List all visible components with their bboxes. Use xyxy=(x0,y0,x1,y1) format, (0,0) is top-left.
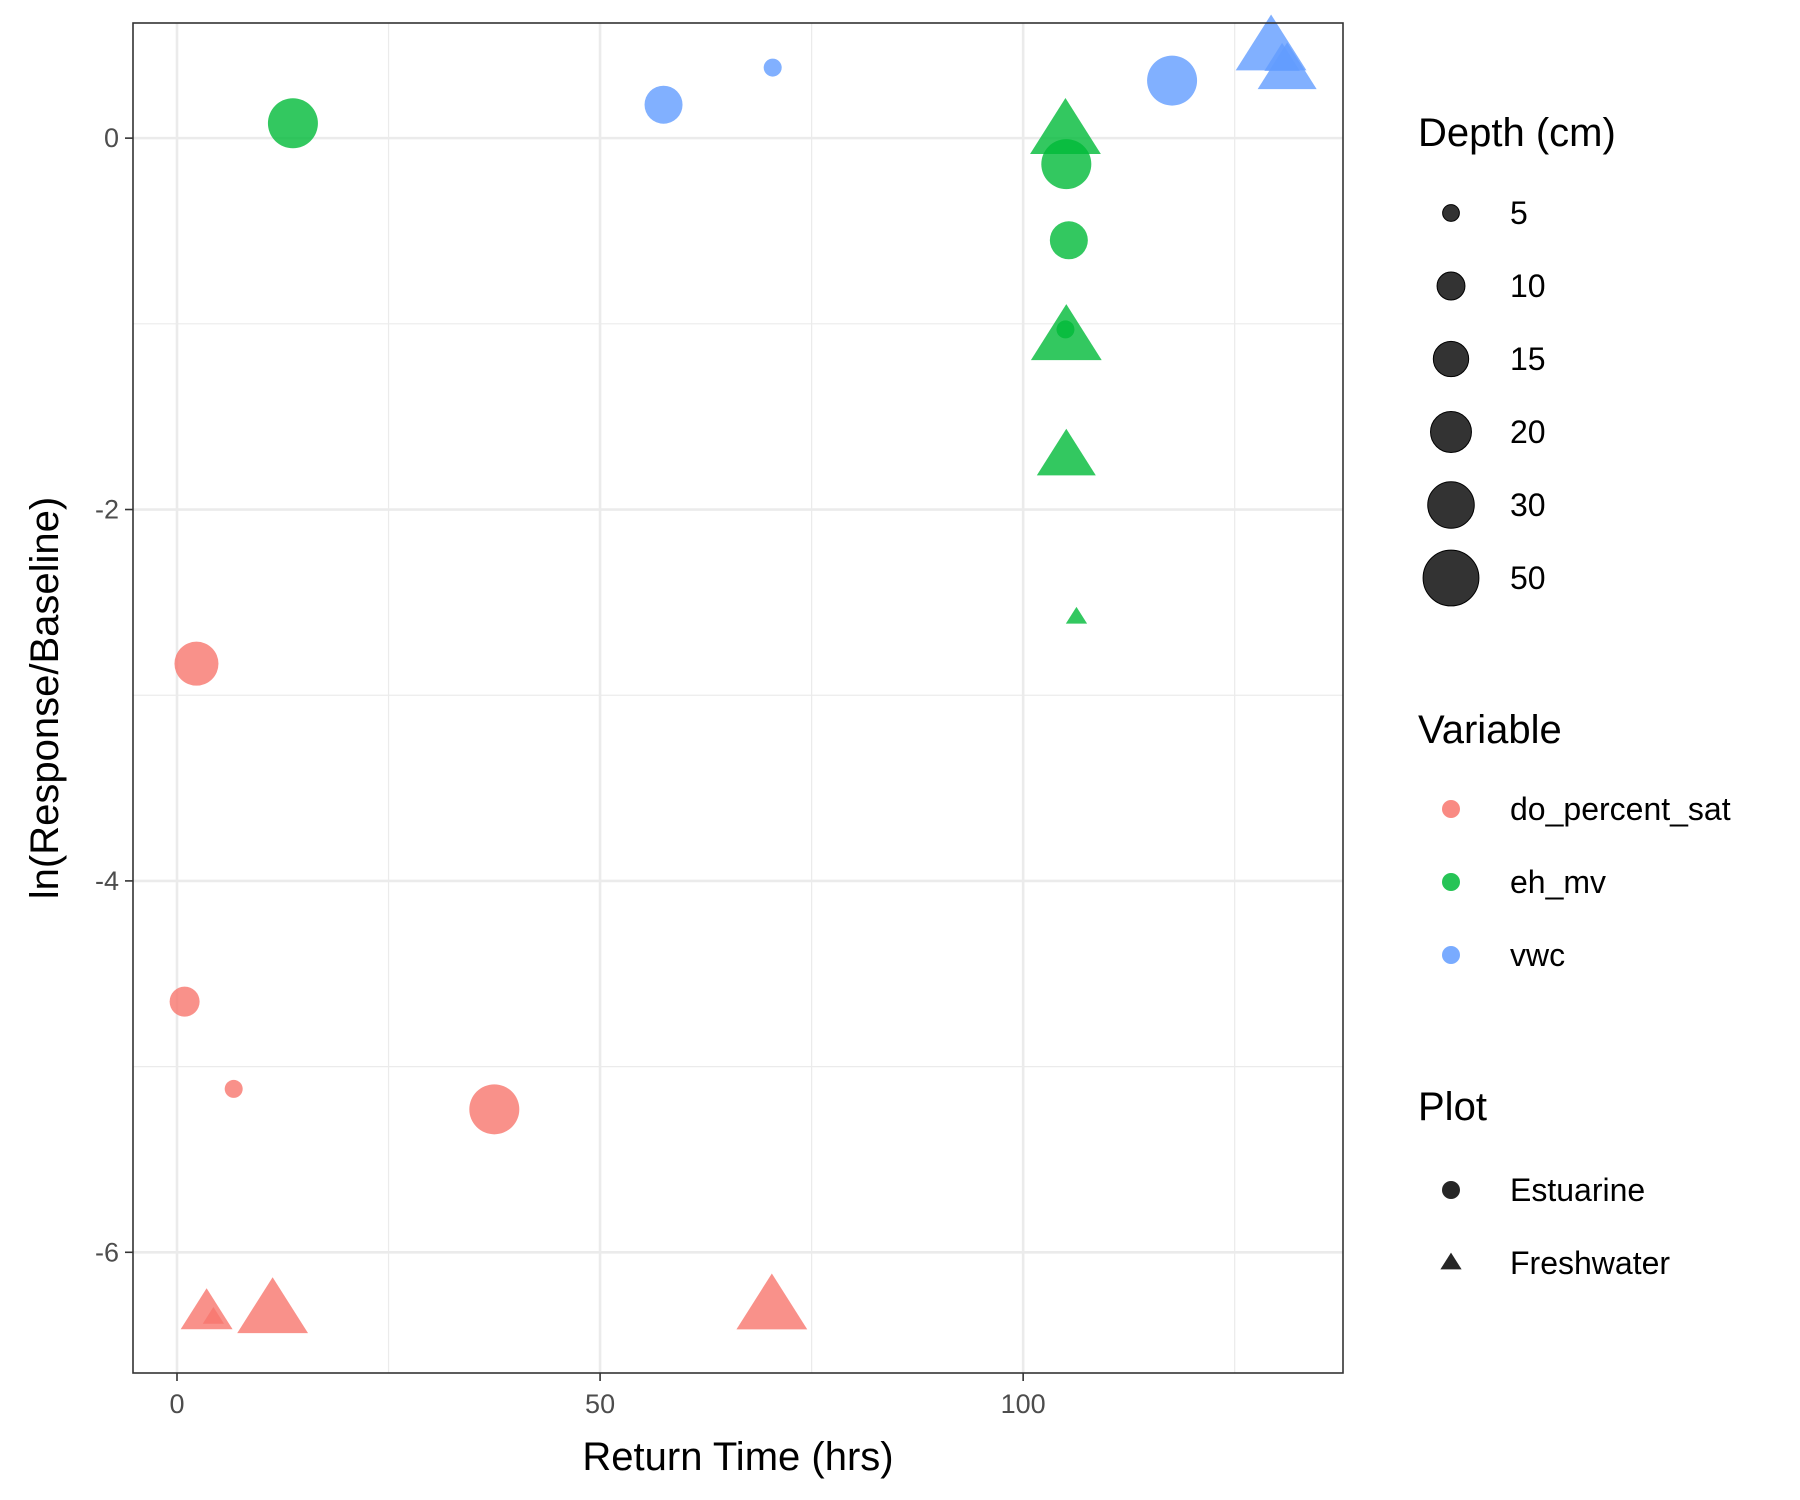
plot-panel-background xyxy=(133,23,1343,1373)
legend-depth-label: 10 xyxy=(1510,268,1546,304)
data-point-eh_mv-freshwater xyxy=(1030,98,1101,154)
legend-depth-label: 15 xyxy=(1510,341,1546,377)
x-axis-title: Return Time (hrs) xyxy=(582,1435,893,1479)
data-points xyxy=(169,14,1317,1334)
data-point-vwc-estuarine xyxy=(1147,55,1198,106)
legend-plot-label: Estuarine xyxy=(1510,1172,1645,1208)
legend-plot-title: Plot xyxy=(1418,1085,1487,1129)
legend: Depth (cm) 5 10 15 20 30 50 Variable do_percent_… xyxy=(1418,111,1731,1281)
legend-variable-key xyxy=(1442,946,1460,964)
data-point-do_percent_sat-estuarine xyxy=(174,641,219,686)
legend-plot-key xyxy=(1442,1181,1460,1199)
data-point-do_percent_sat-freshwater xyxy=(202,1306,225,1324)
legend-variable-label: do_percent_sat xyxy=(1510,791,1731,827)
x-tick-label: 0 xyxy=(169,1389,184,1419)
legend-variable-key xyxy=(1442,873,1460,891)
legend-depth-label: 5 xyxy=(1510,195,1528,231)
data-point-eh_mv-freshwater xyxy=(1036,428,1096,476)
legend-depth-key xyxy=(1427,481,1475,529)
legend-variable-label: vwc xyxy=(1510,937,1565,973)
legend-depth-label: 30 xyxy=(1510,487,1546,523)
legend-depth-key xyxy=(1442,204,1460,222)
x-axis: 0 50 100 xyxy=(169,1373,1046,1419)
y-tick-label: 0 xyxy=(104,123,119,153)
legend-depth-title: Depth (cm) xyxy=(1418,111,1616,155)
legend-depth-label: 50 xyxy=(1510,560,1546,596)
data-point-do_percent_sat-estuarine xyxy=(469,1084,520,1135)
legend-depth-label: 20 xyxy=(1510,414,1546,450)
data-point-do_percent_sat-freshwater xyxy=(736,1273,808,1330)
y-tick-label: -6 xyxy=(95,1237,119,1267)
legend-plot-label: Freshwater xyxy=(1510,1245,1670,1281)
y-tick-label: -2 xyxy=(95,495,119,525)
data-point-vwc-estuarine xyxy=(763,58,782,77)
legend-depth-key xyxy=(1422,549,1480,607)
data-point-eh_mv-estuarine xyxy=(1041,139,1092,190)
legend-variable-key xyxy=(1442,800,1460,818)
legend-depth-key xyxy=(1432,340,1470,378)
legend-variable-label: eh_mv xyxy=(1510,864,1606,900)
legend-depth-key xyxy=(1436,271,1466,301)
x-tick-label: 100 xyxy=(1001,1389,1046,1419)
minor-gridlines xyxy=(133,23,1343,1373)
data-point-do_percent_sat-estuarine xyxy=(169,986,200,1017)
data-point-vwc-freshwater xyxy=(1257,42,1317,90)
legend-variable-title: Variable xyxy=(1418,708,1562,752)
data-point-vwc-estuarine xyxy=(644,85,683,124)
major-gridlines xyxy=(133,23,1343,1373)
data-point-do_percent_sat-estuarine xyxy=(224,1079,243,1098)
data-point-eh_mv-freshwater xyxy=(1065,606,1088,624)
data-point-do_percent_sat-freshwater xyxy=(237,1277,309,1334)
y-tick-label: -4 xyxy=(95,866,119,896)
legend-depth-key xyxy=(1430,411,1472,453)
legend-plot-key xyxy=(1440,1252,1462,1270)
data-point-eh_mv-estuarine xyxy=(1049,221,1088,260)
y-axis: 0 -2 -4 -6 xyxy=(95,123,133,1267)
plot-panel-border xyxy=(132,22,1344,1374)
data-point-eh_mv-freshwater xyxy=(1030,304,1102,361)
y-axis-title: ln(Response/Baseline) xyxy=(23,497,67,899)
x-tick-label: 50 xyxy=(585,1389,615,1419)
data-point-eh_mv-estuarine xyxy=(267,98,318,149)
